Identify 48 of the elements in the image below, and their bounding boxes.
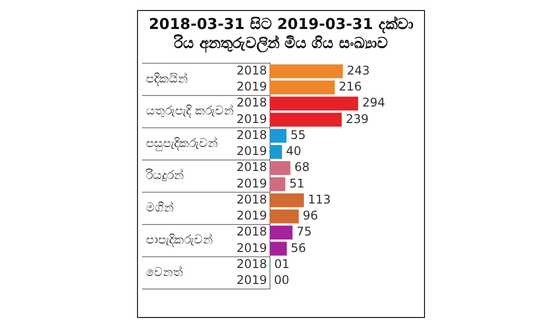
bar xyxy=(270,112,342,127)
bar xyxy=(270,177,286,192)
bar xyxy=(270,242,287,256)
y-tick-label: 2019 xyxy=(236,176,267,190)
data-label: 113 xyxy=(308,192,331,206)
bar xyxy=(270,80,335,94)
y-tick-label: 2019 xyxy=(236,80,267,94)
data-label: 40 xyxy=(286,144,302,158)
y-tick-label: 2019 xyxy=(236,273,267,288)
y-tick-label: 2018 xyxy=(236,96,267,110)
y-tick-label: 2018 xyxy=(236,224,267,239)
text: මගීන් xyxy=(146,200,174,214)
data-label: 00 xyxy=(274,273,290,288)
bar xyxy=(270,209,299,224)
data-label: 216 xyxy=(338,80,362,94)
data-label: 96 xyxy=(302,208,318,223)
y-tick-label: 2019 xyxy=(236,144,267,158)
data-label: 239 xyxy=(346,112,369,126)
text: පාපැදිකරුවන් xyxy=(146,232,213,247)
data-label: 01 xyxy=(274,256,290,271)
bar xyxy=(270,64,343,78)
y-tick-label: 2019 xyxy=(236,208,267,223)
text: රියදුරන් xyxy=(145,168,184,182)
y-tick-label: 2018 xyxy=(236,160,267,174)
bar xyxy=(270,128,286,143)
y-tick-label: 2019 xyxy=(236,240,267,255)
y-tick-label: 2018 xyxy=(236,63,267,78)
chart-title: 2018-03-31 සිට 2019-03-31 දක්වා රිය අනතුරුවලින් මිය ගිය සංඛ්‍යාව xyxy=(148,15,414,53)
bar xyxy=(270,226,292,240)
data-label: 75 xyxy=(296,224,312,239)
bar xyxy=(270,161,290,175)
bar xyxy=(270,96,358,110)
data-label: 68 xyxy=(294,160,310,174)
text: වෙනත් xyxy=(146,264,183,279)
text: පදිකයින් xyxy=(146,71,188,86)
y-tick-label: 2018 xyxy=(236,128,267,142)
data-label: 294 xyxy=(362,96,386,110)
data-label: 55 xyxy=(290,128,306,142)
y-tick-label: 2019 xyxy=(236,112,267,126)
bar xyxy=(270,144,282,159)
y-tick-label: 2018 xyxy=(236,256,267,271)
data-label: 56 xyxy=(290,240,306,255)
y-tick-label: 2018 xyxy=(236,192,267,206)
data-label: 51 xyxy=(289,176,305,190)
data-label: 243 xyxy=(346,63,370,78)
bar xyxy=(270,193,304,208)
text: යතුරුපැදි කරුවන් xyxy=(146,104,234,118)
text: පසුපැදිකරුවන් xyxy=(146,136,218,151)
